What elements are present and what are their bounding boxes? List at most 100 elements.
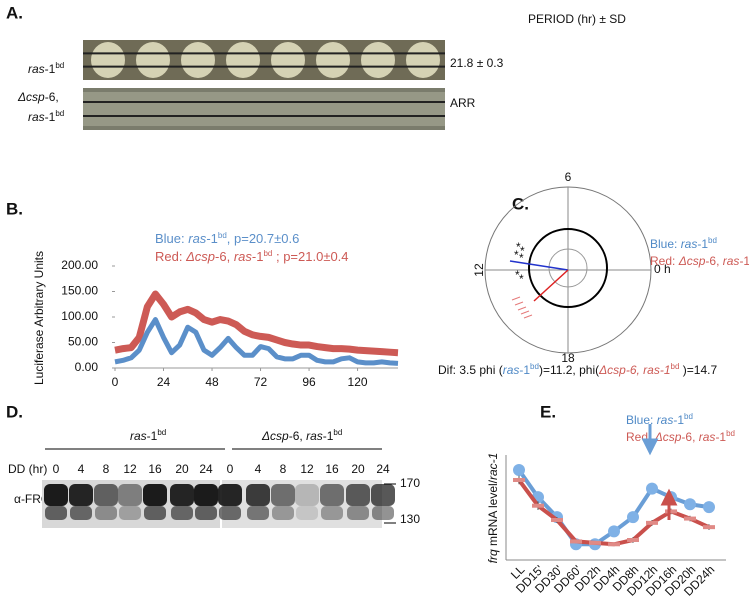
group-label-part: -1 <box>323 429 334 443</box>
arrow <box>660 488 678 520</box>
band <box>44 484 68 506</box>
period-value: 21.8 ± 0.3 <box>450 56 504 70</box>
x-tick-label: 0 <box>112 375 119 389</box>
band <box>320 484 344 506</box>
phase-note-part: -6, ras-1 <box>626 363 671 377</box>
marker <box>684 498 696 511</box>
phase-point: * <box>519 272 524 286</box>
phase-note-part: -1 <box>519 363 530 377</box>
lane-label: 16 <box>148 462 162 476</box>
band <box>94 484 118 506</box>
strain-label: Δcsp-6, <box>17 90 59 104</box>
phase-point: * <box>516 240 521 254</box>
phase-note-part: bd <box>530 362 539 371</box>
y-axis-label: frq mRNA level/rac-1 <box>486 453 500 564</box>
lane-label: 0 <box>53 462 60 476</box>
strain-label-part: -1 <box>45 62 56 76</box>
phase-note-part: Δcsp <box>598 363 626 377</box>
band <box>346 484 370 506</box>
y-tick-label: 150.00 <box>61 284 98 298</box>
y-tick-label: 100.00 <box>61 309 98 323</box>
legend-entry-part: ras <box>188 231 207 246</box>
strain-label-part: ras <box>28 62 45 76</box>
group-label: Δcsp-6, ras-1bd <box>261 428 342 444</box>
strain-label: ras-1bd <box>28 109 64 125</box>
legend-entry-part: bd <box>263 249 272 258</box>
legend-entry-part: -1 <box>673 413 684 427</box>
strain-label-part: ras <box>28 110 45 124</box>
legend-entry-part: ; p=21.0±0.4 <box>272 249 348 264</box>
marker <box>608 542 620 547</box>
legend-entry: Red: Δcsp-6, ras-1bd ; p=21.0±0.4 <box>155 249 349 265</box>
band <box>170 484 194 506</box>
polar-label: 12 <box>472 263 486 277</box>
group-label-part: ras <box>306 429 323 443</box>
x-tick-label: 72 <box>254 375 268 389</box>
band <box>372 506 394 520</box>
size-marker: 170 <box>400 476 420 490</box>
phase-point: * <box>520 244 525 258</box>
band <box>219 506 241 520</box>
legend-entry-part: Δcsp <box>654 430 682 444</box>
group-label-part: bd <box>333 428 342 437</box>
band <box>371 484 395 506</box>
strain-label-part: bd <box>55 61 64 70</box>
band <box>144 506 166 520</box>
band <box>321 506 343 520</box>
lane-label: 8 <box>280 462 287 476</box>
legend-entry-part: Blue: <box>626 413 657 427</box>
polar-inner <box>548 248 588 288</box>
legend-entry-part: ras <box>723 254 740 268</box>
x-tick-label: 24 <box>157 375 171 389</box>
band <box>194 484 218 506</box>
legend-entry-part: ras <box>234 249 253 264</box>
band <box>95 506 117 520</box>
phase-note-part: bd <box>671 362 680 371</box>
panel-label: B. <box>6 199 23 218</box>
legend-entry-part: , p=20.7±0.6 <box>227 231 300 246</box>
phase-vector <box>509 260 569 271</box>
phase-point: * <box>519 251 524 265</box>
legend-entry: Blue: ras-1bd <box>626 412 693 428</box>
y-axis-label-part: rac-1 <box>486 453 500 480</box>
x-tick-label: 96 <box>302 375 316 389</box>
band <box>347 506 369 520</box>
band <box>143 484 167 506</box>
band <box>272 506 294 520</box>
x-tick-label: 48 <box>205 375 219 389</box>
lane-label: 20 <box>175 462 189 476</box>
y-axis-label-part: mRNA level/ <box>486 479 500 549</box>
conidiation-band <box>316 42 350 78</box>
legend-entry-part: bd <box>726 429 735 438</box>
legend-entry-part: Red: <box>650 254 679 268</box>
panel-label: C. <box>512 194 529 213</box>
band <box>247 506 269 520</box>
marker <box>665 509 677 514</box>
legend-entry-part: -1 <box>715 430 726 444</box>
panel-label: E. <box>540 402 556 421</box>
lane-label: 12 <box>300 462 314 476</box>
legend-entry-part: -1 <box>206 231 218 246</box>
lane-label: 20 <box>351 462 365 476</box>
lane-label: 16 <box>325 462 339 476</box>
legend-entry: Red: Δcsp-6, ras-1bd <box>626 429 735 445</box>
y-axis-label-part: frq <box>486 549 500 563</box>
marker <box>570 539 582 544</box>
time-label: DD (hr) <box>8 462 47 476</box>
marker <box>513 478 525 482</box>
y-tick-label: 0.00 <box>75 360 99 374</box>
legend-entry-part: -6, <box>215 249 234 264</box>
marker <box>646 520 658 525</box>
group-label-part: -6, <box>289 429 306 443</box>
group-label-part: ras <box>130 429 147 443</box>
size-marker: 130 <box>400 512 420 526</box>
phase-note: Dif: 3.5 phi (ras-1bd)=11.2, phi(Δcsp-6,… <box>438 362 717 378</box>
lane-label: 4 <box>255 462 262 476</box>
marker <box>703 501 715 514</box>
band <box>246 484 270 506</box>
marker <box>627 511 639 524</box>
lane-label: 4 <box>78 462 85 476</box>
phase-circle <box>528 228 608 308</box>
band <box>118 484 142 506</box>
